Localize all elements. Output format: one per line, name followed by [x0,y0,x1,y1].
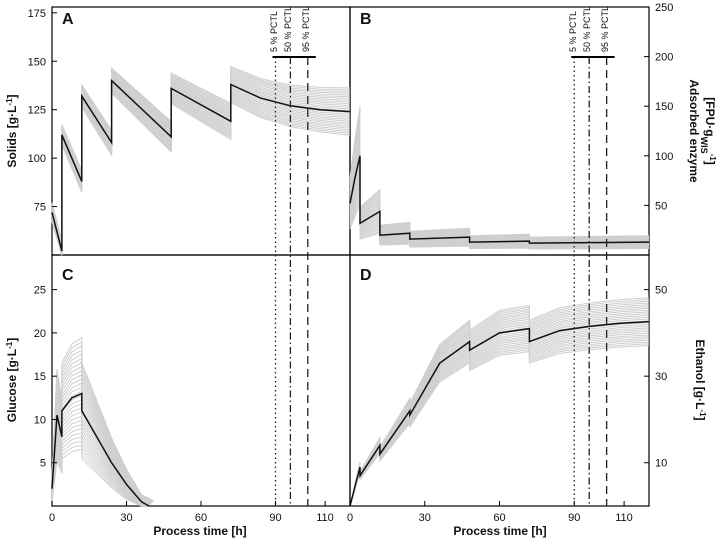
y-tick-label: 30 [655,371,667,383]
pctl-label-95-a: 95 % PCTL [301,6,311,52]
replicate-line [349,336,650,507]
replicate-line [349,325,650,507]
pctl-labels-b: 5 % PCTL 50 % PCTL 95 % PCTL [568,6,610,52]
x-tick-label: 30 [419,512,431,524]
replicate-line [349,297,650,507]
y-tick-label: 175 [28,8,46,20]
panel-letter-c: C [62,267,74,284]
pctl-label-50-b: 50 % PCTL [582,6,592,52]
x-tick-label: 110 [316,512,334,524]
replicate-line [349,329,650,507]
pctl-label-5-b: 5 % PCTL [568,11,578,52]
nominal-line-b [349,155,650,244]
replicate-line [349,334,650,507]
pctl-label-5-a: 5 % PCTL [269,11,279,52]
panel-letter-a: A [62,11,74,28]
pctl-label-50-a: 50 % PCTL [283,6,293,52]
nominal-line-d [349,320,650,507]
ylabel-c: Glucose [g·L-1] [5,338,20,422]
ylabel-b: Adsorbed enzyme [687,79,701,183]
panel-letter-d: D [360,267,372,284]
y-tick-label: 125 [28,105,46,117]
y-tick-label: 15 [34,371,46,383]
nominal-lines [51,78,650,507]
ylabel-d: Ethanol [g·L-1] [693,339,708,420]
y-tick-label: 25 [34,285,46,297]
variability-band-a [51,65,351,256]
y-tick-label: 10 [655,458,667,470]
y-tick-label: 50 [655,285,667,297]
replicate-line [349,113,650,239]
y-tick-label: 10 [34,414,46,426]
x-tick-label: 0 [49,512,55,524]
x-tick-label: 90 [568,512,580,524]
x-tick-label: 60 [493,512,505,524]
replicate-line [349,128,650,241]
variability-band-c [51,336,154,507]
x-tick-label: 60 [195,512,207,524]
panel-letter-b: B [360,11,372,28]
variability-band-d [349,297,650,507]
variability-band-b [349,106,650,250]
y-axis-ticks: 75 100 125 150 175 50 100 150 200 250 5 10 15 20 25 10 3… [28,2,673,506]
y-tick-label: 250 [655,2,673,14]
replicate-line [349,117,650,240]
pctl-labels-a: 5 % PCTL 50 % PCTL 95 % PCTL [269,6,311,52]
x-tick-label: 110 [615,512,633,524]
replicate-line [349,124,650,240]
replicate-line [349,327,650,507]
x-tick-label: 0 [347,512,353,524]
replicate-line [349,109,650,239]
replicate-line [349,323,650,507]
y-tick-label: 75 [34,202,46,214]
replicate-line [349,332,650,507]
xlabel-right: Process time [h] [453,524,546,538]
xlabel-left: Process time [h] [153,524,246,538]
panel-d-frame [349,254,650,507]
ylabel-a: Solids [g·L-1] [5,94,20,167]
replicate-line [349,330,650,507]
y-tick-label: 5 [40,458,46,470]
replicate-line [349,106,650,238]
y-tick-label: 20 [34,328,46,340]
replicate-line [349,120,650,240]
y-tick-label: 100 [655,151,673,163]
y-tick-label: 50 [655,200,667,212]
y-tick-label: 150 [655,101,673,113]
replicate-line [51,336,154,502]
x-tick-label: 30 [120,512,132,524]
x-tick-label: 90 [269,512,281,524]
nominal-line-a [51,78,351,252]
percentile-markers [272,56,615,506]
y-tick-label: 100 [28,153,46,165]
x-tick-labels: 0 30 60 90 110 0 30 60 90 110 [49,512,633,524]
pctl-label-95-b: 95 % PCTL [600,6,610,52]
y-tick-label: 200 [655,52,673,64]
y-tick-label: 150 [28,56,46,68]
nominal-line-c [51,392,150,507]
